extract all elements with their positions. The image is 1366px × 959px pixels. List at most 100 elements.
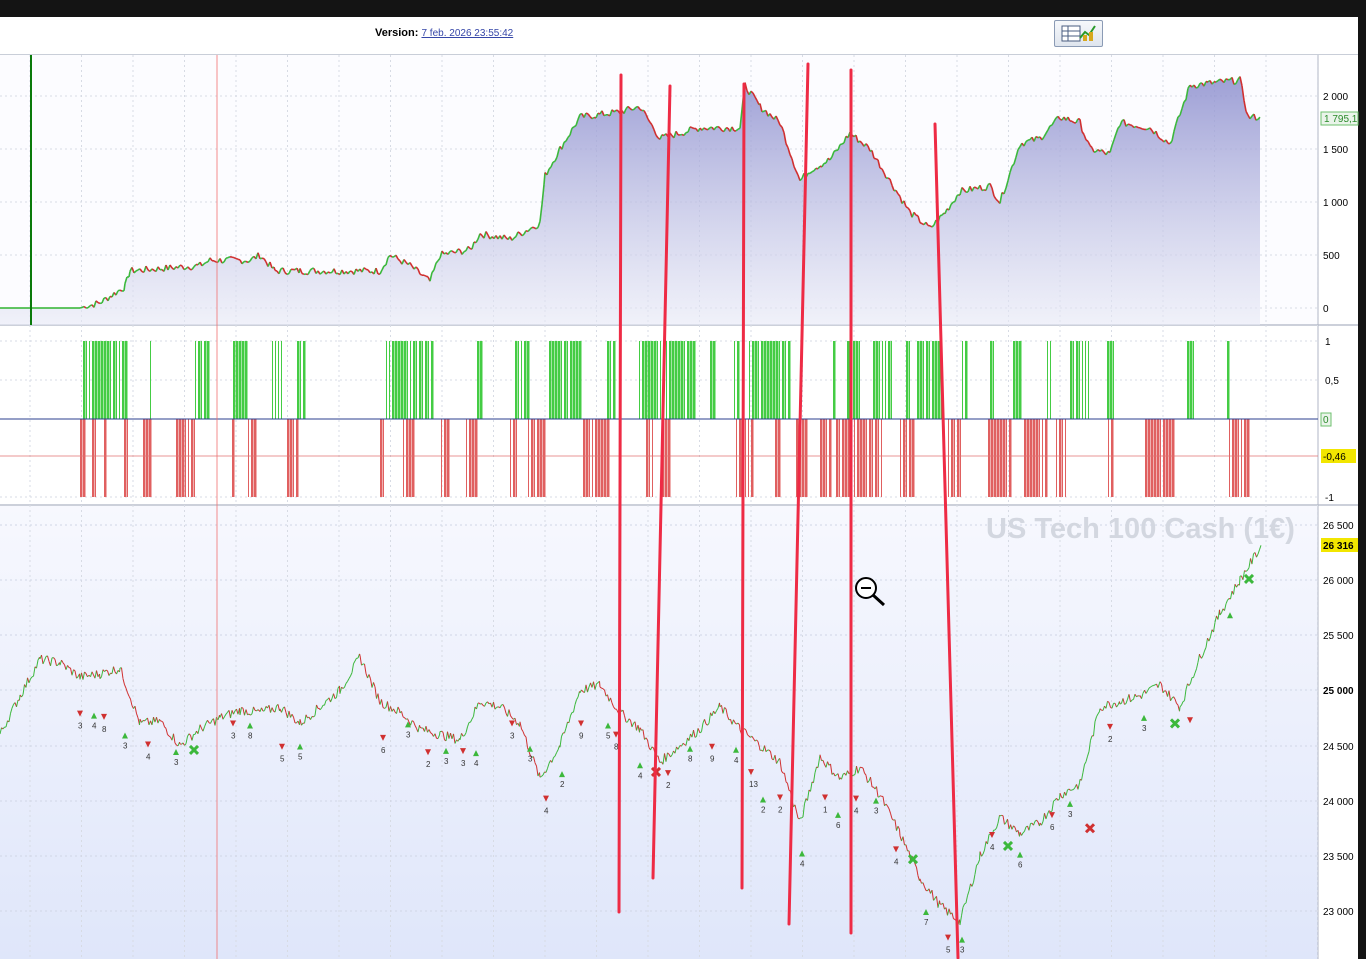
price-segment	[501, 704, 504, 706]
chart-table-button[interactable]	[1054, 20, 1103, 47]
trade-count-label: 3	[231, 732, 236, 741]
price-segment	[665, 752, 668, 762]
trade-count-label: 3	[1142, 724, 1147, 733]
price-segment	[819, 754, 822, 761]
equity-segment	[435, 260, 439, 264]
price-segment	[410, 720, 413, 726]
price-segment	[1210, 629, 1213, 637]
price-segment	[573, 704, 576, 713]
equity-segment	[631, 108, 635, 111]
equity-segment	[181, 265, 185, 270]
price-segment	[225, 711, 228, 715]
sell-arrow-icon	[578, 720, 584, 727]
signal-bar-positive	[654, 341, 657, 419]
equity-segment	[385, 257, 389, 266]
price-segment	[128, 695, 131, 700]
equity-segment	[457, 248, 461, 251]
price-segment	[1124, 703, 1127, 705]
sell-arrow-icon	[989, 831, 995, 838]
signal-bar-negative	[991, 419, 994, 497]
equity-segment	[1047, 125, 1051, 131]
signal-bar-negative	[1229, 419, 1230, 497]
equity-segment	[613, 109, 617, 113]
price-segment	[1033, 821, 1036, 826]
sell-arrow-icon	[613, 731, 619, 738]
equity-segment	[546, 168, 550, 176]
price-segment	[119, 667, 121, 672]
equity-segment	[543, 172, 546, 185]
price-segment	[613, 706, 616, 710]
equity-segment	[611, 109, 615, 113]
price-segment	[764, 745, 767, 752]
price-segment	[974, 865, 977, 875]
signal-bar-negative	[829, 419, 832, 497]
price-segment	[731, 719, 734, 725]
equity-segment	[209, 257, 213, 262]
price-segment	[961, 907, 964, 916]
price-segment	[165, 728, 168, 735]
signal-bar-negative	[254, 419, 257, 497]
price-segment	[271, 707, 274, 712]
price-segment	[1145, 690, 1148, 694]
signal-bar-positive	[993, 341, 994, 419]
trade-count-label: 6	[1018, 861, 1023, 870]
equity-segment	[637, 106, 641, 110]
price-segment	[521, 728, 524, 732]
equity-segment	[429, 272, 433, 282]
sell-arrow-icon	[425, 749, 431, 756]
equity-segment	[899, 196, 903, 204]
equity-segment	[205, 261, 209, 264]
price-segment	[324, 700, 327, 706]
price-segment	[528, 751, 531, 757]
equity-segment	[1173, 123, 1177, 132]
equity-segment	[905, 206, 909, 209]
price-segment	[841, 774, 844, 780]
signal-bar-positive	[416, 341, 417, 419]
signal-bar-positive	[906, 341, 909, 419]
equity-segment	[1071, 120, 1075, 124]
signal-bar-negative	[848, 419, 851, 497]
price-segment	[41, 655, 44, 664]
price-segment	[214, 717, 217, 726]
buy-arrow-icon	[959, 936, 965, 943]
annotation-line-6	[933, 122, 960, 959]
price-segment	[481, 703, 484, 706]
price-segment	[1153, 684, 1156, 686]
price-segment	[810, 781, 813, 792]
price-segment	[293, 716, 296, 724]
equity-segment	[529, 226, 533, 230]
equity-segment	[903, 200, 907, 208]
signal-bar-positive	[651, 341, 654, 419]
price-segment	[454, 739, 457, 744]
price-segment	[94, 670, 97, 679]
equity-segment	[1057, 115, 1061, 120]
price-segment	[1077, 782, 1080, 790]
price-segment	[185, 736, 188, 744]
price-segment	[737, 722, 740, 726]
price-segment	[364, 663, 367, 674]
signal-zero-label: 0	[1323, 415, 1329, 426]
price-segment	[281, 708, 284, 713]
price-segment	[699, 731, 702, 734]
price-segment	[284, 706, 287, 713]
signal-bar-positive	[734, 341, 735, 419]
equity-segment	[425, 275, 429, 278]
equity-segment	[1027, 138, 1031, 141]
signal-bar-positive	[515, 341, 518, 419]
price-segment	[697, 728, 700, 732]
price-segment	[551, 757, 554, 763]
price-segment	[1128, 694, 1131, 702]
equity-segment	[707, 127, 711, 131]
price-segment	[304, 714, 307, 724]
signal-bar-positive	[201, 341, 202, 419]
equity-segment	[365, 268, 369, 271]
price-segment	[121, 667, 124, 679]
price-segment	[321, 704, 324, 709]
equity-segment	[227, 256, 231, 259]
price-segment	[44, 656, 47, 661]
price-segment	[1208, 636, 1211, 642]
version-link[interactable]: 7 feb. 2026 23:55:42	[421, 28, 514, 39]
price-segment	[221, 713, 224, 720]
price-segment	[574, 699, 577, 705]
